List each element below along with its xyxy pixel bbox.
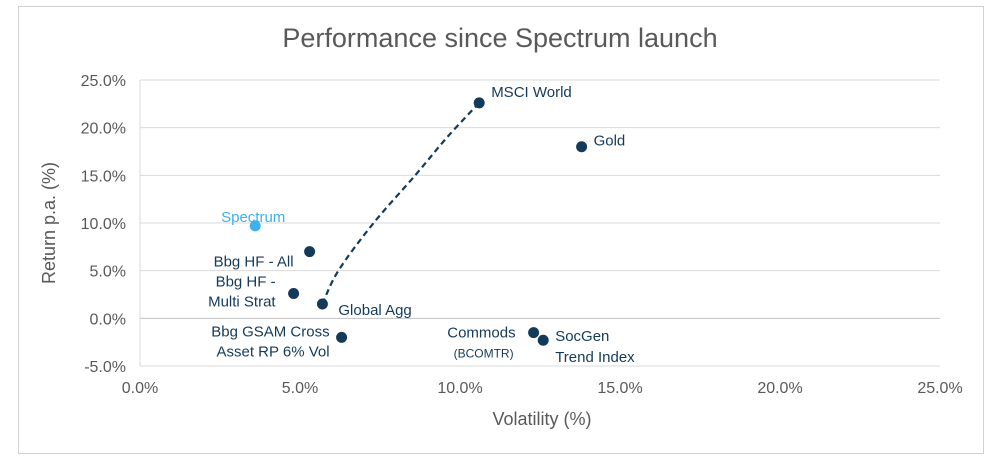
tick-labels: -5.0% 0.0% 5.0% 10.0% 15.0% 20.0% 25.0% 0.0% 5.0… <box>81 73 963 397</box>
y-tick-label: 20.0% <box>81 121 126 138</box>
x-axis-title: Volatility (%) <box>492 409 591 429</box>
label-msci-world: MSCI World <box>491 84 572 101</box>
x-tick-label: 5.0% <box>282 380 318 397</box>
x-tick-label: 20.0% <box>757 380 802 397</box>
x-tick-label: 0.0% <box>122 380 158 397</box>
gridlines <box>139 79 940 367</box>
x-tick-label: 15.0% <box>597 380 642 397</box>
label-bbg-hf-multi-strat: Multi Strat <box>208 294 276 311</box>
point-gold <box>576 141 588 153</box>
point-spectrum <box>249 220 261 232</box>
label-bbg-gsam-cross-asset-rp-6-vol: Bbg GSAM Cross <box>211 323 329 340</box>
y-tick-label: 0.0% <box>90 311 126 328</box>
y-tick-label: 15.0% <box>81 168 126 185</box>
label-bbg-gsam-cross-asset-rp-6-vol: Asset RP 6% Vol <box>216 343 329 360</box>
data-points <box>249 97 588 346</box>
y-tick-label: 10.0% <box>81 216 126 233</box>
label-bbg-hf-all: Bbg HF - All <box>214 254 294 271</box>
point-commods <box>528 327 540 339</box>
data-labels: Spectrum Bbg HF - All Bbg HF - Multi Strat G… <box>208 84 635 366</box>
label-gold: Gold <box>594 133 626 150</box>
frontier-line <box>321 102 481 305</box>
label-socgen-trend-index: Trend Index <box>555 349 635 366</box>
label-commods: Commods <box>447 325 515 342</box>
y-tick-label: 5.0% <box>90 264 126 281</box>
point-global-agg <box>316 298 328 310</box>
point-socgen-trend-index <box>537 334 549 346</box>
label-commods-sub: (BCOMTR) <box>454 347 514 361</box>
y-axis-title: Return p.a. (%) <box>39 162 59 284</box>
label-spectrum: Spectrum <box>221 209 285 226</box>
point-bbg-hf-all <box>304 246 316 258</box>
label-global-agg: Global Agg <box>338 302 411 319</box>
chart-frame <box>18 6 984 454</box>
label-socgen-trend-index: SocGen <box>555 328 609 345</box>
x-tick-label: 10.0% <box>437 380 482 397</box>
point-bbg-gsam-cross-asset-rp-6-vol <box>336 331 348 343</box>
y-tick-label: 25.0% <box>81 73 126 90</box>
label-bbg-hf-multi-strat: Bbg HF - <box>216 274 276 291</box>
y-tick-label: -5.0% <box>84 359 126 376</box>
x-tick-label: 25.0% <box>917 380 962 397</box>
point-msci-world <box>473 97 485 109</box>
chart-title: Performance since Spectrum launch <box>282 23 717 53</box>
point-bbg-hf-multi-strat <box>288 288 300 300</box>
